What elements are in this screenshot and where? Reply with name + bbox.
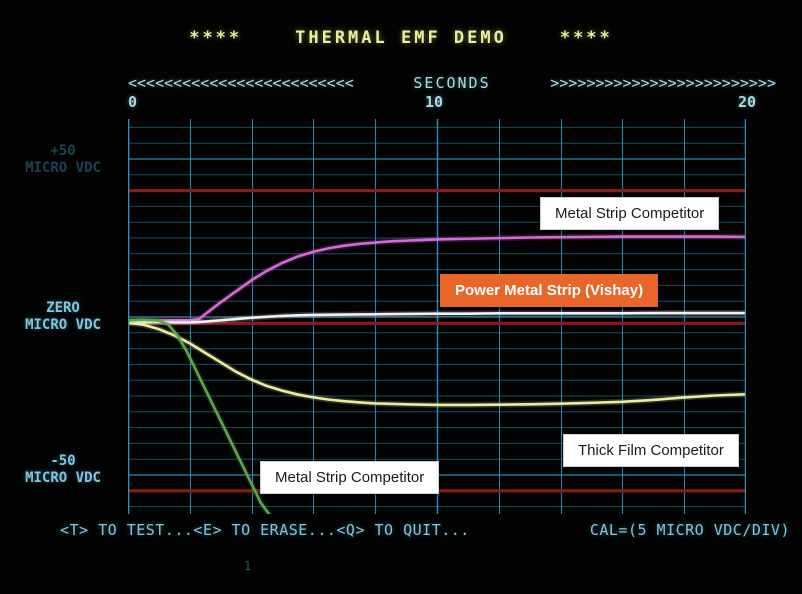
y-axis-label-top: +50 MICRO VDC (0, 143, 126, 177)
x-axis-banner: <<<<<<<<<<<<<<<<<<<<<<<<< SECONDS >>>>>>… (128, 74, 776, 92)
x-axis-arrows-right: >>>>>>>>>>>>>>>>>>>>>>>>> (550, 75, 776, 91)
status-calibration: CAL=(5 MICRO VDC/DIV) (589, 521, 790, 539)
x-axis-label: SECONDS (413, 74, 491, 92)
series-line-2 (128, 321, 746, 407)
y-axis-top-unit: MICRO VDC (25, 160, 101, 176)
y-axis-mid-unit: MICRO VDC (25, 317, 101, 333)
page-title: **** THERMAL EMF DEMO **** (0, 28, 802, 48)
grid-vertical (128, 119, 746, 514)
series-line-0 (128, 235, 746, 323)
x-axis-ticks: 0 10 20 (128, 93, 776, 113)
series-line-1 (128, 311, 746, 324)
y-axis-label-zero: ZERO MICRO VDC (0, 300, 126, 334)
y-axis-bottom-value: -50 (50, 453, 76, 469)
y-axis-bottom-unit: MICRO VDC (25, 470, 101, 486)
x-tick-20: 20 (738, 93, 757, 111)
callout-power-metal-strip: Power Metal Strip (Vishay) (440, 274, 659, 307)
callout-metal-strip-bottom: Metal Strip Competitor (260, 461, 440, 494)
callout-metal-strip-top: Metal Strip Competitor (540, 197, 720, 230)
x-axis-arrows-left: <<<<<<<<<<<<<<<<<<<<<<<<< (128, 75, 354, 91)
cursor-mark: 1 (244, 559, 252, 573)
plot-border (128, 119, 746, 514)
series-line-3 (128, 318, 271, 514)
y-axis-mid-value: ZERO (46, 300, 80, 316)
y-axis-top-value: +50 (50, 143, 76, 159)
status-commands: <T> TO TEST...<E> TO ERASE...<Q> TO QUIT… (60, 521, 470, 539)
y-axis-label-bottom: -50 MICRO VDC (0, 453, 126, 487)
chart-series (128, 233, 746, 514)
x-tick-10: 10 (425, 93, 444, 111)
title-stars-right: **** (559, 28, 613, 48)
status-line: <T> TO TEST...<E> TO ERASE...<Q> TO QUIT… (60, 521, 790, 539)
title-stars-left: **** (189, 28, 243, 48)
x-tick-0: 0 (128, 93, 138, 111)
title-text: THERMAL EMF DEMO (295, 28, 507, 48)
callout-thick-film: Thick Film Competitor (563, 434, 739, 467)
